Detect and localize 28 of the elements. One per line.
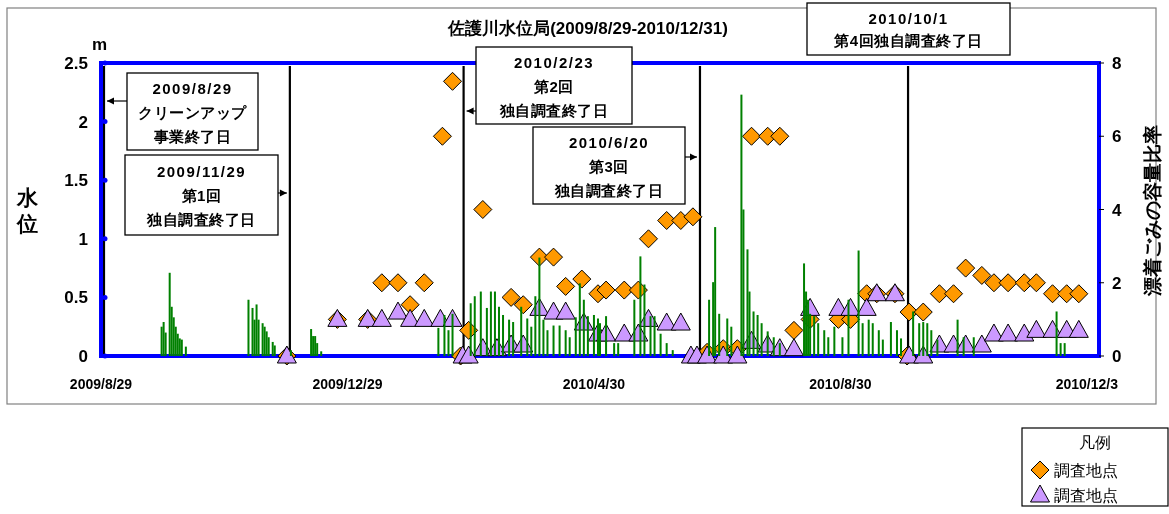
y-tick-label: 0 (78, 347, 88, 366)
x-tick-label: 2010/4/30 (562, 376, 626, 392)
y-axis-title: 水位 (15, 186, 39, 235)
y-tick-label: 2.5 (64, 54, 88, 73)
x-tick-label: 2009/12/29 (312, 376, 383, 392)
y2-tick-label: 6 (1112, 127, 1122, 147)
y-tick-label: 2 (78, 112, 88, 132)
y-tick-label: 0.5 (64, 288, 88, 308)
y2-tick-label: 4 (1112, 200, 1122, 220)
y2-tick-label: 2 (1112, 273, 1122, 293)
x-tick-label: 2010/8/30 (809, 376, 872, 392)
legend-title: 凡例 (1079, 434, 1111, 451)
ref-line-label: 2010/6/20第3回独自調査終了日 (553, 133, 664, 199)
ref-line-label: 2010/2/23第2回独自調査終了日 (498, 53, 609, 119)
y2-tick-label: 8 (1112, 54, 1122, 73)
x-tick-label: 2009/8/29 (69, 376, 133, 392)
y-tick-label: 1.5 (64, 171, 88, 191)
ref-line-label: 2009/8/29クリーンアップ事業終了日 (138, 79, 248, 145)
text: m (92, 35, 108, 54)
legend-label: 調査地点 (1054, 462, 1118, 479)
y2-tick-label: 0 (1112, 347, 1122, 366)
ref-line-label: 2009/11/29第1回独自調査終了日 (146, 163, 256, 228)
ref-line-label: 2010/10/1第4回独自調査終了日 (833, 10, 983, 49)
chart-title: 佐護川水位局(2009/8/29-2010/12/31) (447, 19, 728, 38)
legend-label: 調査地点 (1054, 487, 1118, 504)
y2-axis-title: 漂着ごみの容量比率 (1141, 124, 1163, 297)
y-tick-label: 1 (78, 229, 88, 249)
x-tick-label: 2010/12/3 (1055, 376, 1119, 392)
